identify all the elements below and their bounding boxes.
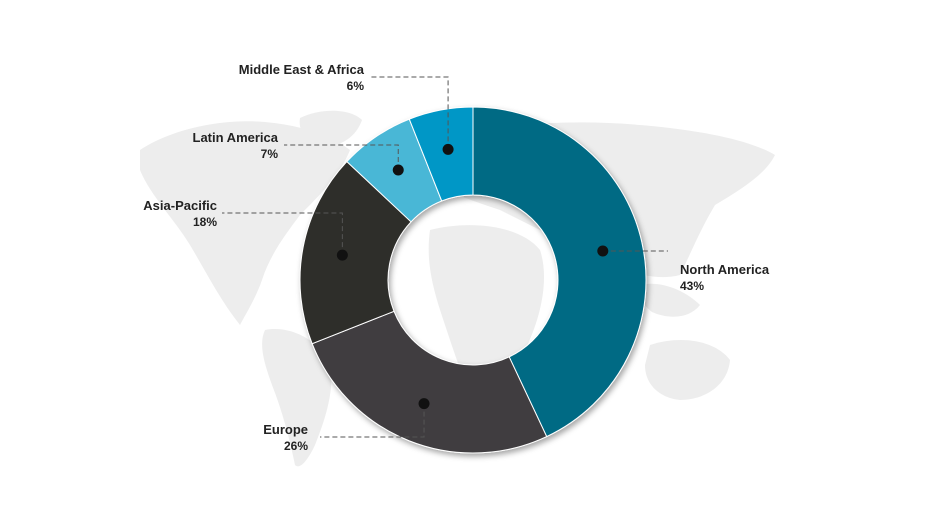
slice-asia-pacific bbox=[299, 160, 412, 345]
map-north-america bbox=[140, 121, 350, 325]
anchor-dot-north-america bbox=[597, 245, 609, 257]
anchor-dot-latin-america bbox=[392, 164, 404, 176]
slice-labels: North America 43% Europe 26% Asia-Pacific 18%… bbox=[143, 62, 770, 453]
anchor-dot-europe bbox=[418, 398, 430, 410]
label-name-asia-pacific: Asia-Pacific bbox=[143, 198, 217, 213]
slice-middle-east-and-africa bbox=[408, 106, 474, 202]
slice-north-america bbox=[472, 106, 647, 438]
label-name-europe: Europe bbox=[263, 422, 308, 437]
label-value-europe: 26% bbox=[284, 439, 308, 453]
map-se-asia bbox=[638, 283, 700, 317]
label-value-north-america: 43% bbox=[680, 279, 704, 293]
map-south-america bbox=[262, 329, 332, 467]
donut-slices bbox=[299, 106, 647, 454]
label-value-latin-america: 7% bbox=[261, 147, 279, 161]
label-name-latin-america: Latin America bbox=[193, 130, 279, 145]
map-greenland bbox=[299, 110, 362, 147]
label-name-middle-east-and-africa: Middle East & Africa bbox=[239, 62, 365, 77]
label-value-asia-pacific: 18% bbox=[193, 215, 217, 229]
leader-lines bbox=[222, 76, 668, 438]
label-value-middle-east-and-africa: 6% bbox=[347, 79, 365, 93]
leader-asia-pacific bbox=[222, 212, 343, 256]
leader-middle-east-and-africa bbox=[370, 76, 449, 150]
map-australia bbox=[645, 340, 730, 400]
label-name-north-america: North America bbox=[680, 262, 770, 277]
leader-latin-america bbox=[284, 144, 399, 170]
leader-europe bbox=[320, 403, 425, 438]
anchor-dot-asia-pacific bbox=[336, 249, 348, 261]
slice-europe bbox=[311, 310, 548, 454]
anchor-dot-middle-east-and-africa bbox=[442, 143, 454, 155]
